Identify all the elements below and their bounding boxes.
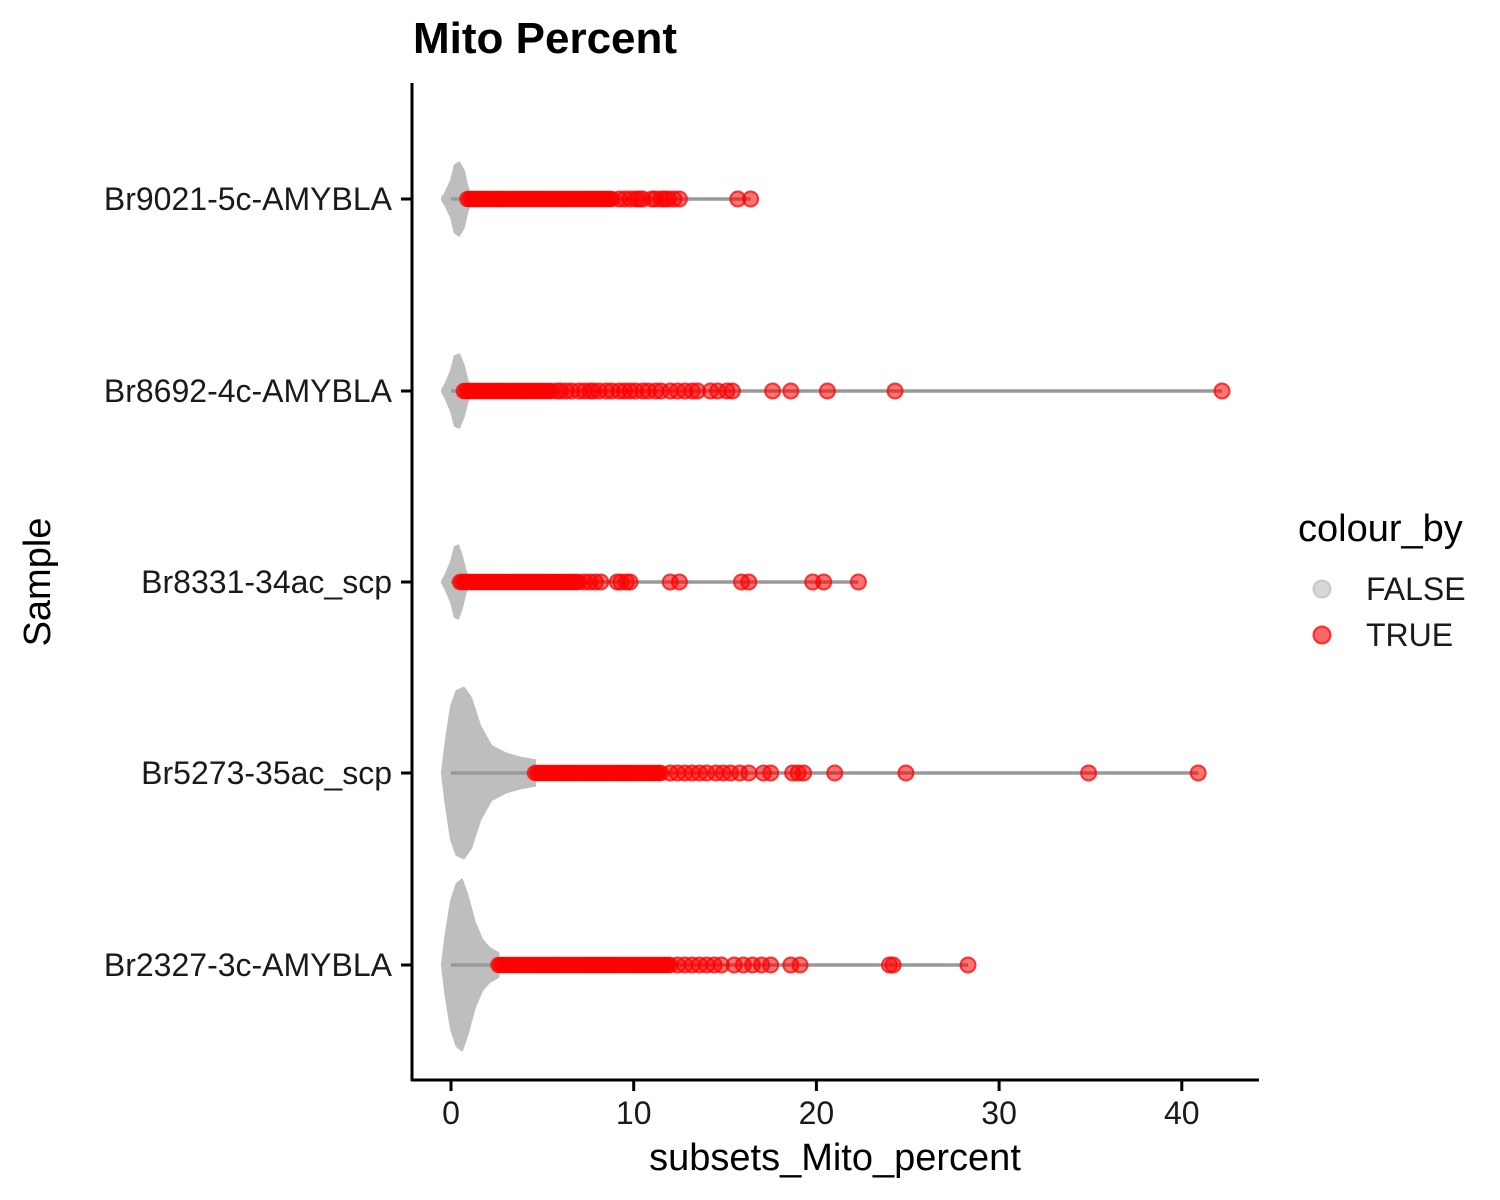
data-point-true: [762, 956, 780, 974]
y-tick-label: Br2327-3c-AMYBLA: [104, 947, 393, 983]
data-point-true: [621, 573, 639, 591]
data-point-true: [1189, 764, 1207, 782]
data-point-true: [740, 764, 758, 782]
data-point-true: [740, 573, 758, 591]
legend-title: colour_by: [1298, 508, 1463, 550]
data-point-true: [1213, 382, 1231, 400]
y-tick-label: Br8331-34ac_scp: [141, 564, 392, 600]
data-point-true: [670, 190, 688, 208]
data-point-true: [897, 764, 915, 782]
x-axis-ticks: 0 10 20 30 40: [442, 1081, 1200, 1131]
x-axis-title: subsets_Mito_percent: [649, 1137, 1021, 1179]
data-point-true: [795, 764, 813, 782]
legend-key-true: [1312, 625, 1332, 645]
point-layer: [451, 190, 1231, 974]
legend: colour_by FALSE TRUE: [1298, 508, 1466, 653]
x-tick-label: 20: [799, 1095, 835, 1131]
data-point-true: [764, 382, 782, 400]
data-point-true: [884, 956, 902, 974]
data-point-true: [818, 382, 836, 400]
x-tick-label: 30: [981, 1095, 1017, 1131]
data-point-true: [670, 573, 688, 591]
data-point-true: [815, 573, 833, 591]
data-point-true: [959, 956, 977, 974]
y-tick-label: Br8692-4c-AMYBLA: [104, 373, 393, 409]
x-tick-label: 0: [442, 1095, 460, 1131]
x-tick-label: 40: [1164, 1095, 1200, 1131]
data-point-true: [791, 956, 809, 974]
data-point-true: [592, 573, 610, 591]
x-tick-label: 10: [616, 1095, 652, 1131]
y-axis-title: Sample: [17, 518, 59, 647]
data-point-true: [723, 382, 741, 400]
violin-layer: [440, 161, 536, 1052]
data-point-true: [742, 190, 760, 208]
y-tick-label: Br9021-5c-AMYBLA: [104, 181, 393, 217]
legend-label-true: TRUE: [1366, 617, 1453, 653]
data-point-true: [1080, 764, 1098, 782]
data-point-true: [849, 573, 867, 591]
chart-title: Mito Percent: [413, 14, 677, 63]
data-point-true: [886, 382, 904, 400]
y-tick-label: Br5273-35ac_scp: [141, 755, 392, 791]
data-point-true: [826, 764, 844, 782]
data-point-true: [782, 382, 800, 400]
data-point-true: [762, 764, 780, 782]
legend-key-false: [1312, 579, 1332, 599]
y-axis-ticks: Br9021-5c-AMYBLA Br8692-4c-AMYBLA Br8331-3…: [104, 181, 411, 983]
legend-label-false: FALSE: [1366, 571, 1466, 607]
